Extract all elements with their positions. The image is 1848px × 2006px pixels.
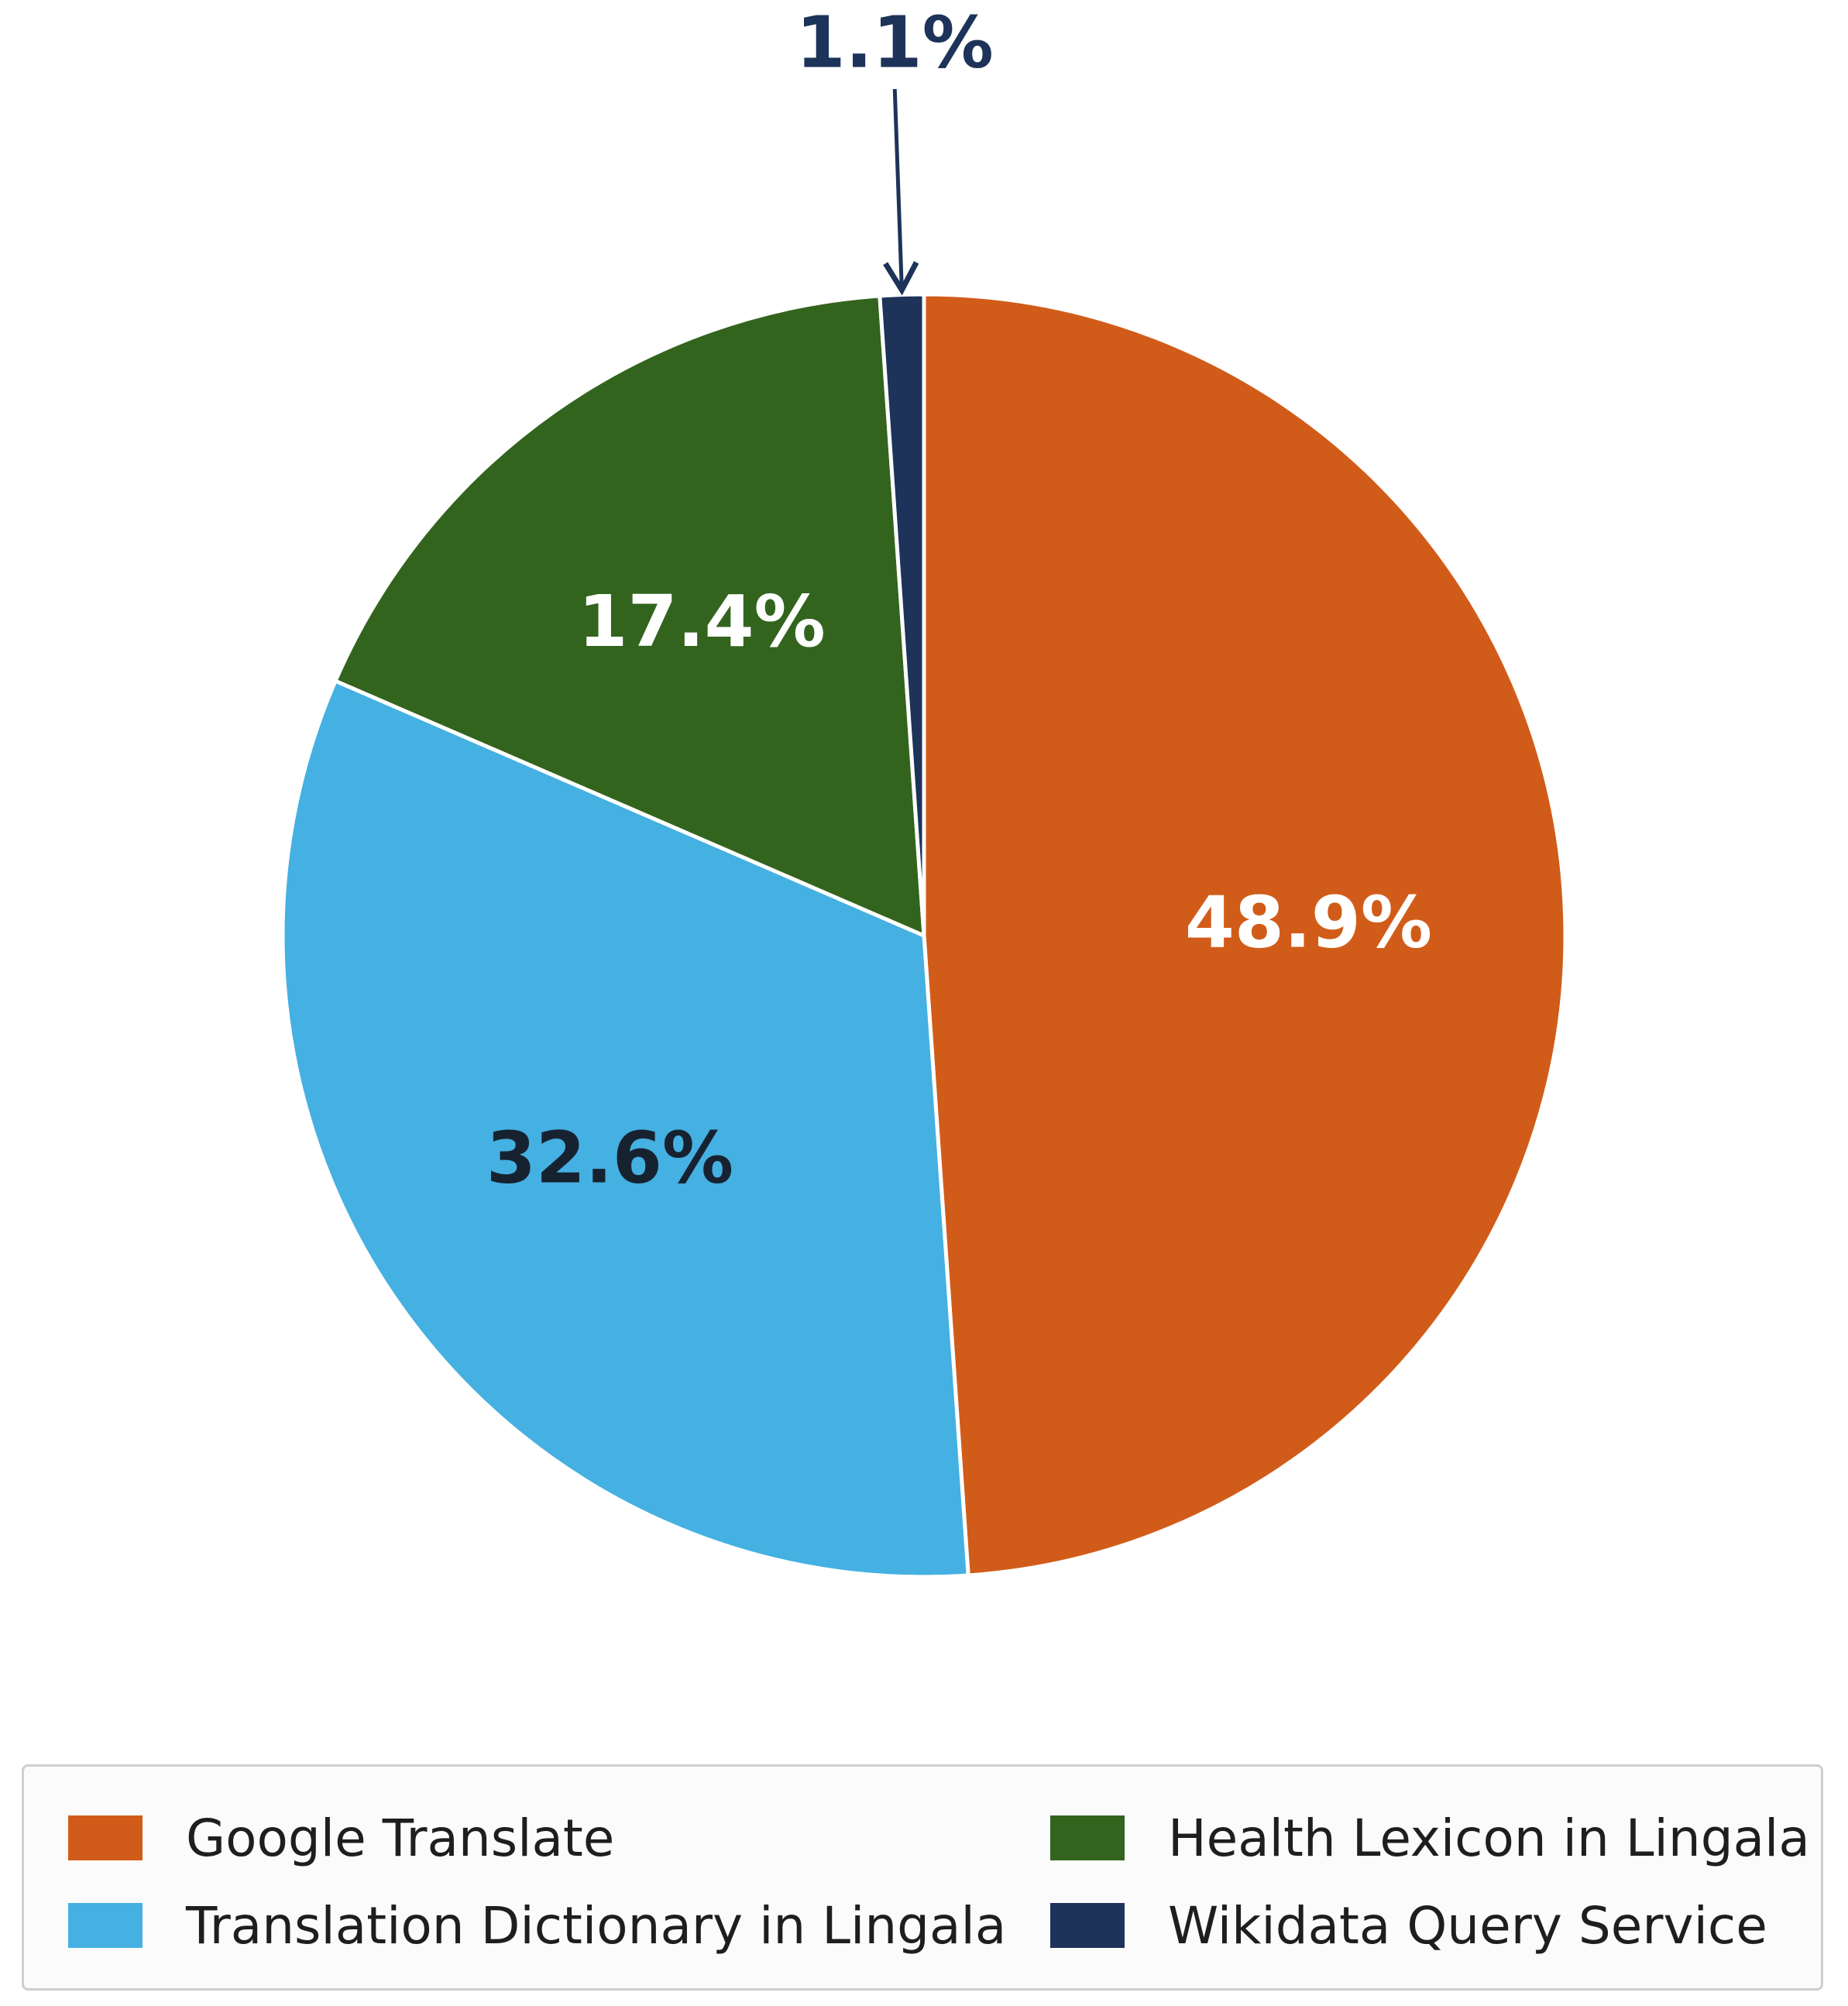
legend-item-wikidata-query-service: Wikidata Query Service [1050,1894,1767,1956]
legend-item-google-translate: Google Translate [68,1807,614,1869]
pie-slice-labels: 48.9% 32.6% 17.4% 1.1% [486,2,1432,1200]
legend-swatch-google-translate [68,1815,143,1860]
legend-item-health-lexicon: Health Lexicon in Lingala [1050,1807,1810,1869]
pie-slice-label-wikidata-query-service: 1.1% [796,2,994,84]
legend-item-translation-dictionary: Translation Dictionary in Lingala [68,1894,1006,1956]
pie-chart: 48.9% 32.6% 17.4% 1.1% [280,1,1568,1579]
legend-label: Wikidata Query Service [1168,1895,1767,1956]
pie-slice-label-health-lexicon-in-lingala: 17.4% [578,580,825,663]
legend-swatch-translation-dictionary [68,1903,143,1948]
legend-label: Health Lexicon in Lingala [1168,1808,1810,1868]
legend-label: Google Translate [186,1808,615,1868]
pie-slice-label-translation-dictionary-in-lingala: 32.6% [486,1116,733,1199]
legend-label: Translation Dictionary in Lingala [186,1895,1007,1956]
pie-slice-label-arrow [883,88,919,296]
pie-slice-translation-dictionary-in-lingala [280,678,970,1579]
pie-slice-google-translate [922,292,1568,1578]
legend-swatch-health-lexicon [1050,1815,1125,1860]
pie-slice-label-google-translate: 48.9% [1185,881,1432,963]
pie-slice-health-lexicon-in-lingala [333,294,926,938]
legend: Google Translate Translation Dictionary … [22,1764,1823,1991]
legend-swatch-wikidata-query-service [1050,1903,1125,1948]
pie-slices [280,292,1568,1579]
